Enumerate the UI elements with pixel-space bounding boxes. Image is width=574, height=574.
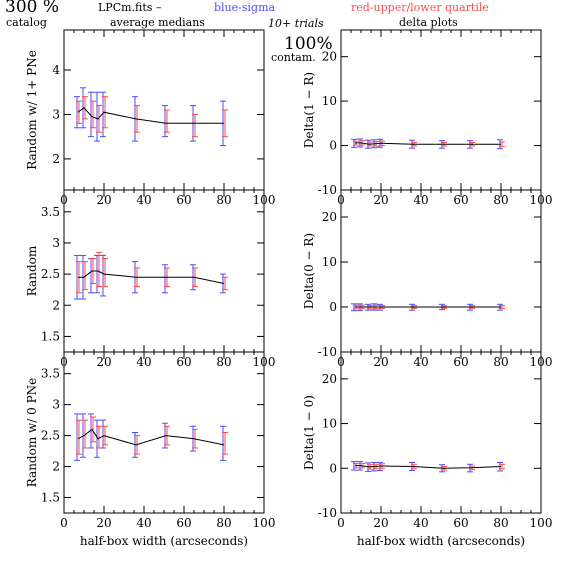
y-tick-label: 3.5 (41, 205, 60, 219)
x-tick-label: 40 (136, 516, 151, 530)
median-line (77, 107, 224, 124)
y-tick-label: 3 (52, 398, 60, 412)
x-tick-label: 40 (413, 355, 428, 369)
x-tick-label: 80 (493, 193, 508, 207)
x-tick-label: 20 (96, 516, 111, 530)
contamination-percent: 100% (284, 34, 333, 54)
x-tick-label: 80 (216, 516, 231, 530)
x-tick-label: 20 (96, 355, 111, 369)
y-tick-label: 3 (52, 236, 60, 250)
y-tick-label: 3.5 (41, 367, 60, 381)
y-tick-label: 2 (52, 298, 60, 312)
x-tick-label: 60 (176, 516, 191, 530)
x-tick-label: 60 (453, 355, 468, 369)
y-tick-label: 2.5 (41, 267, 60, 281)
x-tick-label: 0 (337, 516, 345, 530)
y-axis-label: Random w/ 0 PNe (25, 378, 39, 488)
y-tick-label: 0 (329, 300, 337, 314)
x-tick-label: 0 (60, 516, 68, 530)
x-tick-label: 20 (373, 193, 388, 207)
y-axis-label: Delta(1 − 0) (302, 395, 316, 470)
x-tick-label: 100 (530, 516, 553, 530)
y-tick-label: 20 (322, 50, 337, 64)
x-tick-label: 80 (216, 193, 231, 207)
x-tick-label: 40 (413, 516, 428, 530)
x-tick-label: 60 (176, 193, 191, 207)
y-tick-label: 20 (322, 372, 337, 386)
plot-frame (340, 189, 542, 353)
x-tick-label: 40 (413, 193, 428, 207)
x-tick-label: 80 (493, 355, 508, 369)
plot-frame (340, 29, 542, 191)
plot-frame (340, 351, 542, 514)
x-tick-label: 20 (96, 193, 111, 207)
x-tick-label: 60 (453, 193, 468, 207)
red-quartile-label: red-upper/lower quartile (351, 1, 489, 14)
y-tick-label: 20 (322, 210, 337, 224)
y-tick-label: 10 (322, 255, 337, 269)
y-tick-label: 3 (52, 107, 60, 121)
percent-label: 300 % (5, 0, 59, 17)
y-tick-label: 10 (322, 94, 337, 108)
y-axis-label: Delta(1 − R) (302, 72, 316, 148)
y-tick-label: 0 (329, 461, 337, 475)
y-tick-label: -10 (318, 506, 337, 520)
median-line (77, 428, 225, 446)
y-axis-label: Random (25, 245, 39, 296)
x-tick-label: 100 (253, 516, 276, 530)
y-tick-label: 2 (52, 152, 60, 166)
y-tick-label: 0 (329, 139, 337, 153)
y-axis-label: Random w/ 1+ PNe (25, 50, 39, 170)
x-tick-label: 60 (176, 355, 191, 369)
x-tick-label: 40 (136, 193, 151, 207)
median-line (78, 270, 225, 284)
y-tick-label: 4 (52, 63, 60, 77)
x-tick-label: 80 (493, 516, 508, 530)
y-axis-label: Delta(0 − R) (302, 233, 316, 309)
y-tick-label: 10 (322, 417, 337, 431)
y-tick-label: -10 (318, 183, 337, 197)
x-tick-label: 60 (453, 516, 468, 530)
y-tick-label: 1.5 (41, 329, 60, 343)
y-tick-label: 2.5 (41, 429, 60, 443)
catalog-label: catalog (6, 16, 47, 29)
contamination-label: contam. (271, 51, 316, 64)
x-tick-label: 80 (216, 355, 231, 369)
y-tick-label: -10 (318, 345, 337, 359)
y-tick-label: 1.5 (41, 491, 60, 505)
file-label: LPCm.fits – (98, 1, 162, 14)
trials-label: 10+ trials (268, 17, 324, 30)
median-line (355, 465, 502, 469)
y-tick-label: 2 (52, 460, 60, 474)
x-axis-label: half-box width (arcseconds) (80, 534, 248, 548)
x-tick-label: 40 (136, 355, 151, 369)
delta-plots-label: delta plots (399, 16, 458, 29)
median-line (355, 142, 501, 145)
x-tick-label: 20 (373, 355, 388, 369)
figure-header: 300 % catalog LPCm.fits – average median… (5, 0, 489, 64)
blue-sigma-label: blue-sigma (214, 1, 276, 14)
medians-label: average medians (110, 16, 205, 29)
x-axis-label: half-box width (arcseconds) (357, 534, 525, 548)
x-tick-label: 20 (373, 516, 388, 530)
